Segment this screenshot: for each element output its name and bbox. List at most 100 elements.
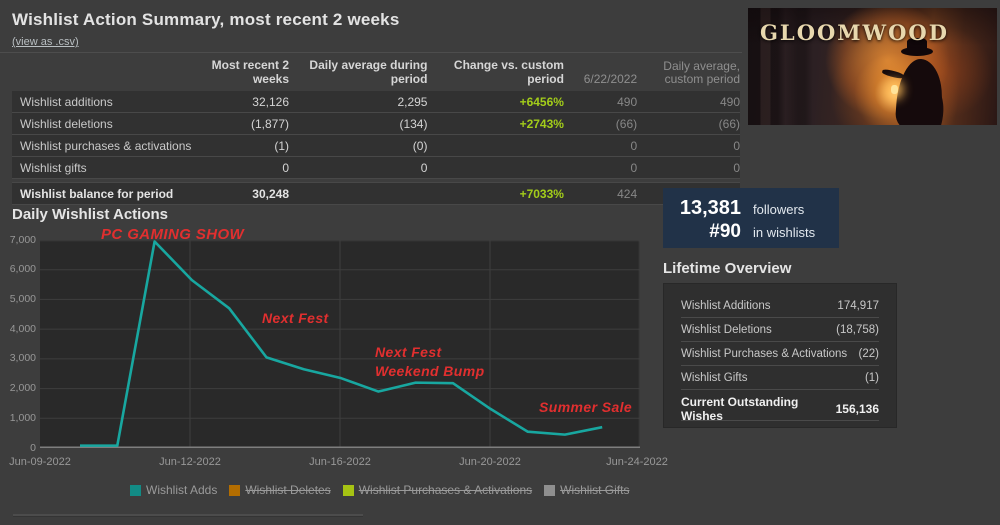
cell-recent: (1,877) — [250, 116, 289, 131]
game-banner-image: GLOOMWOOD — [748, 8, 997, 125]
cell-daily-avg-custom: 490 — [719, 94, 740, 109]
lifetime-label: Wishlist Additions — [681, 299, 771, 312]
annotation-summer-sale: Summer Sale — [539, 399, 633, 415]
column-header-change: Change vs. custom period — [453, 58, 564, 86]
character-hat-art — [907, 38, 928, 49]
chart-legend: Wishlist Adds Wishlist Deletes Wishlist … — [130, 483, 629, 497]
table-row-balance: Wishlist balance for period 30,248 +7033… — [12, 182, 740, 205]
chart-plot — [40, 240, 640, 448]
legend-item-wishlist-gifts[interactable]: Wishlist Gifts — [544, 483, 629, 497]
cell-daily-avg: 0 — [420, 160, 428, 175]
wishlist-rank-label: in wishlists — [753, 225, 816, 240]
lifetime-overview-title: Lifetime Overview — [663, 260, 792, 277]
chart-title: Daily Wishlist Actions — [12, 206, 169, 223]
character-hat-brim-art — [901, 46, 934, 56]
y-axis-label: 2,000 — [9, 382, 36, 395]
legend-swatch-deletes-icon — [229, 484, 241, 496]
lifetime-overview-table: Wishlist Additions 174,917 Wishlist Dele… — [663, 283, 897, 428]
wishlist-adds-line — [80, 240, 603, 447]
lifetime-label: Wishlist Gifts — [681, 371, 748, 384]
lifetime-label: Wishlist Deletions — [681, 323, 772, 336]
wishlist-rank: #90 — [709, 221, 741, 242]
x-axis-label: Jun-09-2022 — [9, 456, 71, 468]
cell-daily-avg-custom: 0 — [733, 160, 740, 175]
row-label: Wishlist balance for period — [20, 186, 174, 201]
lifetime-row-purchases: Wishlist Purchases & Activations (22) — [681, 342, 879, 366]
table-row-additions: Wishlist additions 32,126 2,295 +6456% 4… — [12, 91, 740, 113]
cell-daily-avg-custom: 0 — [733, 138, 740, 153]
x-axis-label: Jun-16-2022 — [309, 456, 371, 468]
chart-plot-svg — [40, 240, 640, 448]
y-axis-label: 5,000 — [9, 292, 36, 305]
lifetime-row-gifts: Wishlist Gifts (1) — [681, 366, 879, 390]
followers-count: 13,381 — [679, 197, 741, 219]
cell-change: +2743% — [519, 116, 564, 131]
followers-line: 13,381 followers — [663, 197, 839, 220]
column-header-daily-average-custom: Daily average, custom period — [663, 59, 740, 86]
x-axis-label: Jun-24-2022 — [606, 456, 668, 468]
lifetime-value: 156,136 — [835, 401, 879, 416]
y-axis-label: 3,000 — [9, 352, 36, 365]
cell-change: +6456% — [519, 94, 564, 109]
legend-item-wishlist-purchases[interactable]: Wishlist Purchases & Activations — [342, 483, 533, 497]
cell-yesterday: (66) — [615, 116, 638, 131]
cell-change: +7033% — [519, 186, 564, 201]
legend-item-wishlist-adds[interactable]: Wishlist Adds — [130, 483, 217, 497]
y-axis-label: 0 — [30, 441, 36, 454]
cell-recent: 32,126 — [252, 94, 289, 109]
cell-yesterday: 0 — [630, 138, 638, 153]
page-title: Wishlist Action Summary, most recent 2 w… — [12, 10, 400, 29]
annotation-next-fest: Next Fest — [262, 310, 329, 326]
annotation-weekend-bump-line1: Next Fest — [375, 344, 442, 360]
header-divider — [0, 52, 742, 53]
lantern-glow-art — [891, 85, 899, 95]
cell-yesterday: 0 — [630, 160, 638, 175]
annotation-weekend-bump: Next Fest Weekend Bump — [375, 343, 485, 381]
view-as-csv-link[interactable]: (view as .csv) — [12, 36, 79, 48]
lifetime-value: (18,758) — [836, 323, 879, 336]
x-axis-label: Jun-20-2022 — [459, 456, 521, 468]
row-label: Wishlist gifts — [20, 160, 87, 175]
cell-daily-avg: 2,295 — [397, 94, 428, 109]
y-axis-label: 4,000 — [9, 322, 36, 335]
cell-daily-avg: (134) — [399, 116, 428, 131]
cell-daily-avg-custom: (66) — [718, 116, 740, 131]
legend-item-wishlist-deletes[interactable]: Wishlist Deletes — [229, 483, 331, 497]
section-divider — [13, 514, 363, 517]
legend-label: Wishlist Adds — [146, 483, 218, 497]
annotation-pc-gaming-show: PC GAMING SHOW — [101, 226, 245, 243]
lifetime-label: Current Outstanding Wishes — [681, 394, 799, 423]
wishlist-summary-table: Most recent 2 weeks Daily average during… — [12, 56, 740, 205]
column-header-recent: Most recent 2 weeks — [211, 58, 289, 86]
column-header-date: 6/22/2022 — [583, 72, 638, 86]
lifetime-value: 174,917 — [837, 299, 879, 312]
legend-swatch-purchases-icon — [342, 484, 354, 496]
game-logo-text: GLOOMWOOD — [760, 20, 949, 45]
followers-label: followers — [753, 202, 805, 217]
y-axis-label: 6,000 — [9, 263, 36, 276]
legend-label: Wishlist Deletes — [245, 483, 331, 497]
lifetime-value: (22) — [858, 347, 879, 360]
x-axis-label: Jun-12-2022 — [159, 456, 221, 468]
legend-swatch-gifts-icon — [544, 484, 556, 496]
legend-label: Wishlist Purchases & Activations — [358, 483, 533, 497]
banner-buildings-art — [748, 8, 997, 125]
row-label: Wishlist additions — [20, 94, 113, 109]
row-label: Wishlist deletions — [20, 116, 113, 131]
lifetime-row-additions: Wishlist Additions 174,917 — [681, 294, 879, 318]
cell-yesterday: 424 — [617, 186, 638, 201]
legend-label: Wishlist Gifts — [560, 483, 630, 497]
y-axis-label: 7,000 — [9, 233, 36, 246]
table-row-deletions: Wishlist deletions (1,877) (134) +2743% … — [12, 113, 740, 135]
followers-stats-box: 13,381 followers #90 in wishlists — [663, 188, 839, 248]
table-row-purchases: Wishlist purchases & activations (1) (0)… — [12, 135, 740, 157]
legend-swatch-adds-icon — [130, 484, 141, 496]
y-axis-label: 1,000 — [9, 411, 36, 424]
wishlist-rank-line: #90 in wishlists — [663, 221, 839, 243]
row-label: Wishlist purchases & activations — [20, 138, 192, 153]
cell-recent: (1) — [274, 138, 289, 153]
cell-recent: 0 — [282, 160, 289, 175]
lifetime-label: Wishlist Purchases & Activations — [681, 347, 848, 360]
lifetime-value: (1) — [864, 371, 879, 384]
lifetime-row-deletions: Wishlist Deletions (18,758) — [681, 318, 879, 342]
